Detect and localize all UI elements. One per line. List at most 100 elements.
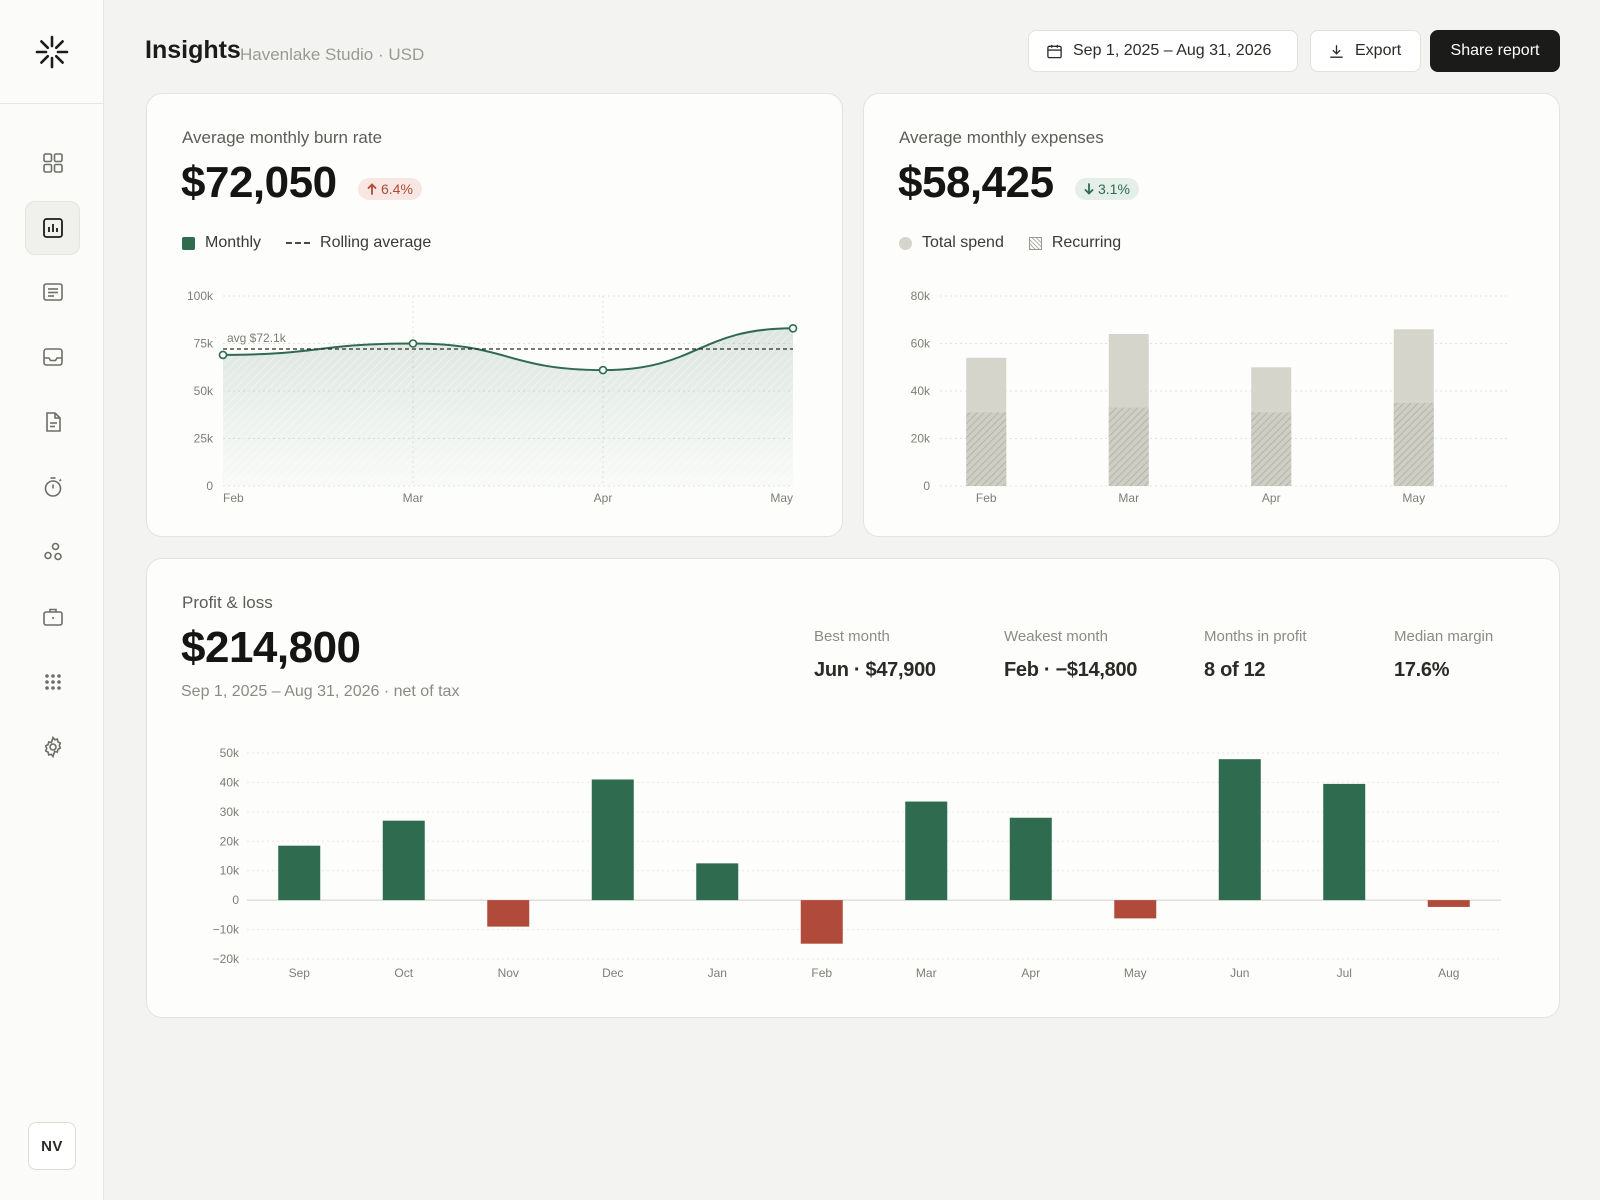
pl-value: $214,800 xyxy=(181,623,361,672)
sparkle-logo-icon xyxy=(35,35,68,68)
date-range-button[interactable]: Sep 1, 2025 – Aug 31, 2026 xyxy=(1028,30,1298,72)
burn-rate-title: Average monthly burn rate xyxy=(182,128,383,147)
stat-label: Months in profit xyxy=(1204,628,1307,645)
data-point xyxy=(408,339,418,348)
monthly-line xyxy=(222,327,794,372)
page-title: Insights xyxy=(145,36,241,64)
sidebar: NV xyxy=(0,0,104,1200)
area-hatch xyxy=(223,328,793,486)
sidebar-item-team[interactable] xyxy=(25,525,80,579)
inbox-icon xyxy=(42,348,63,366)
x-tick-label: May xyxy=(1124,966,1147,980)
export-label: Export xyxy=(1355,42,1402,59)
profit-loss-chart: −20k −10k 0 10k 20k 30k 40k 50k Sep Oct Nov Dec Jan F… xyxy=(213,746,1501,980)
burn-legend: Monthly Rolling average xyxy=(182,234,456,252)
stat-value: 8 of 12 xyxy=(1204,659,1266,681)
x-tick-label: Oct xyxy=(394,966,413,980)
loss-bar xyxy=(1114,900,1157,919)
y-tick-label: 50k xyxy=(194,384,214,398)
data-point xyxy=(218,350,228,360)
stat-best-month: Best month Jun · $47,900 xyxy=(814,628,936,682)
sidebar-item-transactions[interactable] xyxy=(25,265,80,319)
x-tick-label: Dec xyxy=(602,966,623,980)
legend-monthly: Monthly xyxy=(205,234,262,251)
expenses-value: $58,425 xyxy=(898,158,1054,207)
sidebar-item-overview[interactable] xyxy=(25,136,80,190)
x-tick-label: May xyxy=(1402,491,1425,505)
x-tick-label: Feb xyxy=(811,966,832,980)
legend-rolling: Rolling average xyxy=(320,234,432,251)
x-tick-label: Jul xyxy=(1337,966,1352,980)
y-tick-label: 100k xyxy=(187,289,214,303)
legend-swatch-recurring xyxy=(1028,236,1042,250)
expenses-legend: Total spend Recurring xyxy=(899,234,1146,252)
share-report-button[interactable]: Share report xyxy=(1430,30,1560,72)
x-tick-label: Apr xyxy=(1021,966,1040,980)
burn-change-value: 6.4% xyxy=(381,181,413,197)
pl-range: Sep 1, 2025 – Aug 31, 2026 · net of tax xyxy=(181,683,460,700)
y-tick-label: 0 xyxy=(206,479,213,493)
x-tick-label: May xyxy=(770,491,793,505)
recurring-bar xyxy=(1251,412,1292,486)
sidebar-item-settings[interactable] xyxy=(25,720,80,774)
y-tick-label: 30k xyxy=(220,805,240,819)
x-tick-label: Mar xyxy=(916,966,937,980)
people-icon xyxy=(43,542,62,561)
y-tick-label: 20k xyxy=(220,834,240,848)
stat-value: Jun · $47,900 xyxy=(814,659,936,681)
profit-bar xyxy=(278,845,321,901)
document-icon xyxy=(45,412,61,432)
expenses-chart: 0 20k 40k 60k 80k Feb Mar Apr May xyxy=(911,289,1510,505)
arrow-up-icon xyxy=(367,183,377,195)
avatar[interactable]: NV xyxy=(28,1122,76,1170)
sidebar-item-documents[interactable] xyxy=(25,395,80,449)
y-tick-label: 75k xyxy=(194,337,214,351)
profit-bar xyxy=(905,801,948,901)
data-point xyxy=(788,324,798,333)
y-tick-label: 60k xyxy=(911,337,931,351)
burn-rate-value: $72,050 xyxy=(181,158,337,207)
expenses-change-value: 3.1% xyxy=(1098,181,1130,197)
stat-weakest-month: Weakest month Feb · −$14,800 xyxy=(1004,628,1137,682)
y-tick-label: −20k xyxy=(213,952,240,966)
sidebar-item-apps[interactable] xyxy=(25,655,80,709)
profit-bar xyxy=(696,863,739,901)
x-tick-label: Sep xyxy=(289,966,311,980)
x-tick-label: Jan xyxy=(708,966,727,980)
settings-icon xyxy=(44,735,61,759)
loss-bar xyxy=(487,900,530,927)
stat-value: Feb · −$14,800 xyxy=(1004,659,1138,681)
sidebar-item-inbox[interactable] xyxy=(25,330,80,384)
y-tick-label: 80k xyxy=(911,289,931,303)
stat-median-margin: Median margin 17.6% xyxy=(1394,628,1493,682)
page-subtitle: Havenlake Studio · USD xyxy=(240,45,425,64)
burn-rate-card: Average monthly burn rate $72,050 6.4% M… xyxy=(146,93,843,537)
x-tick-label: Nov xyxy=(498,966,519,980)
avg-annotation: avg $72.1k xyxy=(227,331,287,345)
expenses-card: Average monthly expenses $58,425 3.1% To… xyxy=(863,93,1560,537)
recurring-bar xyxy=(1393,402,1434,486)
sidebar-item-time[interactable] xyxy=(25,460,80,514)
logo[interactable] xyxy=(0,0,103,104)
briefcase-icon xyxy=(42,608,63,626)
x-tick-label: Apr xyxy=(1262,491,1281,505)
y-tick-label: −10k xyxy=(213,923,240,937)
sidebar-item-insights[interactable] xyxy=(25,201,80,255)
chart-icon xyxy=(42,218,63,238)
profit-loss-card: Profit & loss $214,800 Sep 1, 2025 – Aug… xyxy=(146,558,1560,1018)
sidebar-item-projects[interactable] xyxy=(25,590,80,644)
y-tick-label: 40k xyxy=(911,384,931,398)
y-tick-label: 10k xyxy=(220,864,240,878)
legend-total: Total spend xyxy=(922,234,1004,251)
y-tick-label: 50k xyxy=(220,746,240,760)
y-tick-label: 0 xyxy=(923,479,930,493)
x-tick-label: Apr xyxy=(594,491,613,505)
calendar-icon xyxy=(1047,44,1062,58)
profit-bar xyxy=(1218,759,1261,901)
legend-swatch-monthly xyxy=(182,236,195,250)
arrow-down-icon xyxy=(1084,183,1094,195)
export-button[interactable]: Export xyxy=(1310,30,1421,72)
list-icon xyxy=(42,283,63,301)
y-tick-label: 0 xyxy=(232,893,239,907)
timer-icon xyxy=(44,477,62,497)
